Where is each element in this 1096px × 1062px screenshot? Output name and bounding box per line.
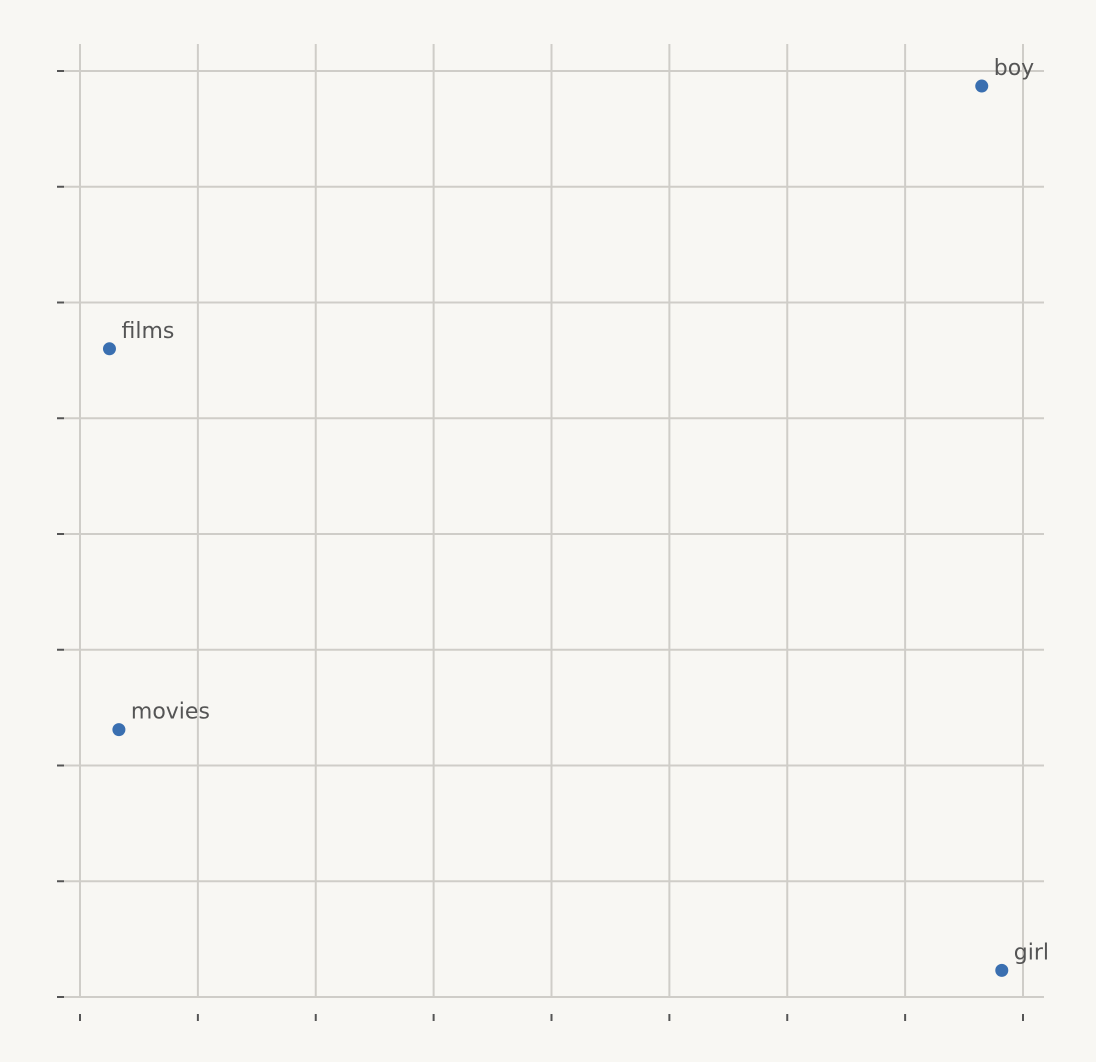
axis-ticks [57, 70, 1024, 1021]
data-point-boy [975, 79, 989, 93]
data-point-girl [995, 963, 1009, 977]
point-labels: boy films movies girl [121, 56, 1049, 965]
point-label-movies: movies [131, 700, 210, 725]
data-point-movies [112, 723, 126, 737]
data-points [102, 79, 1009, 977]
point-label-films: films [121, 319, 174, 344]
point-label-boy: boy [994, 56, 1034, 81]
point-label-girl: girl [1014, 940, 1049, 965]
grid [64, 44, 1044, 998]
data-point-films [102, 342, 116, 356]
